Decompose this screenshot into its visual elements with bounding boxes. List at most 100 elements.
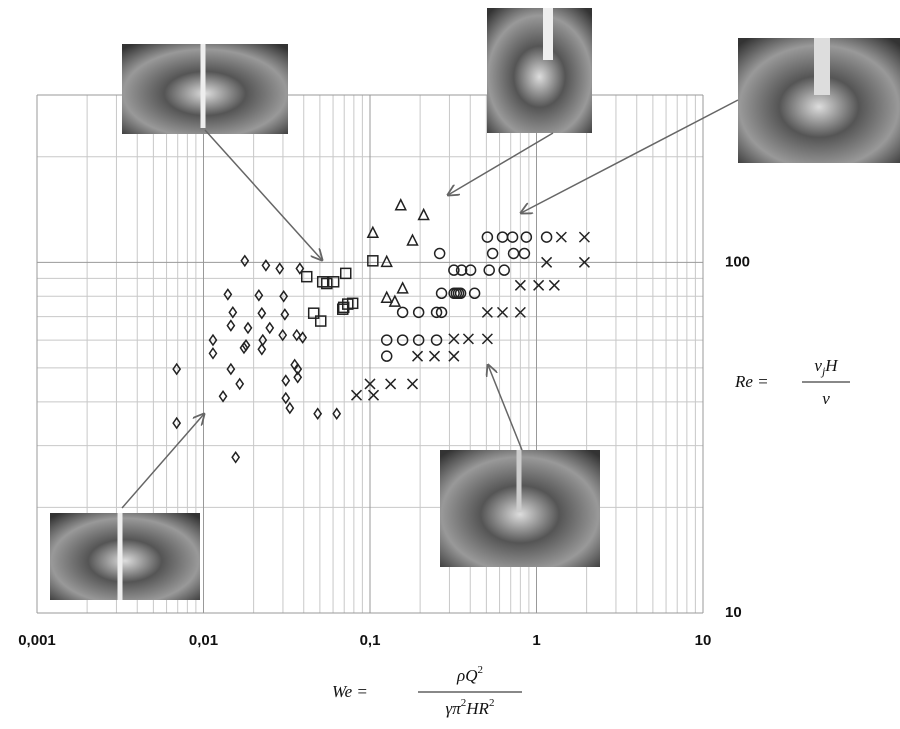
point	[396, 334, 409, 346]
point	[285, 401, 295, 415]
point	[481, 306, 493, 318]
point	[406, 233, 419, 246]
point	[327, 276, 340, 288]
y-axis-label: Re = vjH ν	[734, 356, 850, 408]
point	[430, 306, 443, 319]
y-label-part: H	[824, 356, 839, 375]
y-label-lhs: Re =	[734, 372, 769, 391]
x-label-sup: 2	[477, 664, 483, 676]
point	[533, 279, 545, 291]
point	[366, 225, 380, 239]
point	[514, 279, 526, 291]
point	[578, 256, 590, 268]
y-label-denominator: ν	[822, 389, 830, 408]
x-label-sup: 2	[489, 697, 495, 709]
point	[468, 287, 481, 300]
point	[380, 254, 393, 268]
point	[350, 389, 363, 401]
point	[462, 333, 474, 345]
point	[518, 247, 531, 260]
point	[496, 306, 509, 318]
point	[578, 231, 590, 243]
point	[548, 279, 560, 291]
point	[428, 350, 441, 362]
point	[367, 255, 379, 267]
arrow	[448, 132, 554, 195]
point	[514, 306, 526, 318]
point	[261, 259, 271, 272]
point	[316, 276, 329, 288]
point	[486, 247, 499, 260]
point	[380, 290, 393, 303]
point	[540, 231, 553, 243]
x-label-numerator: ρQ2	[456, 664, 483, 685]
point	[280, 308, 290, 321]
point	[313, 407, 323, 421]
point	[448, 333, 460, 345]
point	[298, 331, 308, 344]
point	[226, 362, 236, 376]
point	[496, 231, 509, 243]
x-tick-label: 10	[695, 632, 712, 649]
point	[235, 377, 245, 391]
point	[223, 288, 233, 301]
photo	[50, 513, 200, 600]
point	[555, 231, 567, 243]
x-label-lhs: We =	[332, 682, 368, 701]
point	[293, 370, 303, 384]
point	[208, 347, 218, 360]
point	[218, 389, 228, 403]
point	[346, 297, 359, 310]
point	[412, 334, 425, 346]
point	[430, 334, 443, 346]
point	[278, 328, 288, 342]
point	[257, 306, 267, 320]
point	[367, 389, 380, 401]
photo	[487, 8, 592, 133]
point	[464, 264, 477, 276]
point	[481, 333, 493, 345]
point	[380, 350, 393, 362]
point	[292, 328, 302, 342]
photos	[50, 8, 900, 600]
point	[243, 321, 253, 335]
point	[226, 319, 236, 332]
x-label-part: HR	[465, 699, 489, 718]
point	[380, 334, 393, 346]
y-label-sub: j	[820, 364, 826, 378]
y-label-numerator: vjH	[814, 356, 839, 378]
point	[388, 294, 402, 307]
arrow	[204, 129, 322, 260]
point	[254, 289, 264, 302]
point	[448, 350, 460, 362]
point	[481, 231, 494, 243]
point	[385, 378, 397, 390]
point	[520, 231, 533, 243]
point	[275, 262, 285, 275]
point	[394, 198, 407, 211]
point	[228, 306, 238, 319]
x-axis-label: We = ρQ2 γπ2HR2	[332, 664, 522, 718]
point	[239, 341, 249, 355]
point	[337, 301, 350, 314]
point	[396, 306, 409, 319]
x-tick-label: 0,001	[18, 632, 56, 649]
point	[498, 264, 510, 276]
x-label-part: γπ	[446, 699, 462, 718]
point	[455, 264, 468, 276]
x-tick-label: 1	[532, 632, 540, 649]
x-label-sup: 2	[461, 697, 467, 709]
point	[396, 281, 409, 294]
arrow	[488, 365, 523, 451]
x-tick-label: 0,01	[189, 632, 218, 649]
point	[231, 450, 241, 464]
point	[483, 264, 495, 276]
y-tick-label: 10	[725, 604, 742, 621]
point	[240, 254, 250, 268]
point	[172, 362, 182, 376]
point	[454, 287, 467, 300]
point	[281, 391, 291, 405]
point	[336, 303, 349, 315]
data-marks	[172, 198, 590, 464]
